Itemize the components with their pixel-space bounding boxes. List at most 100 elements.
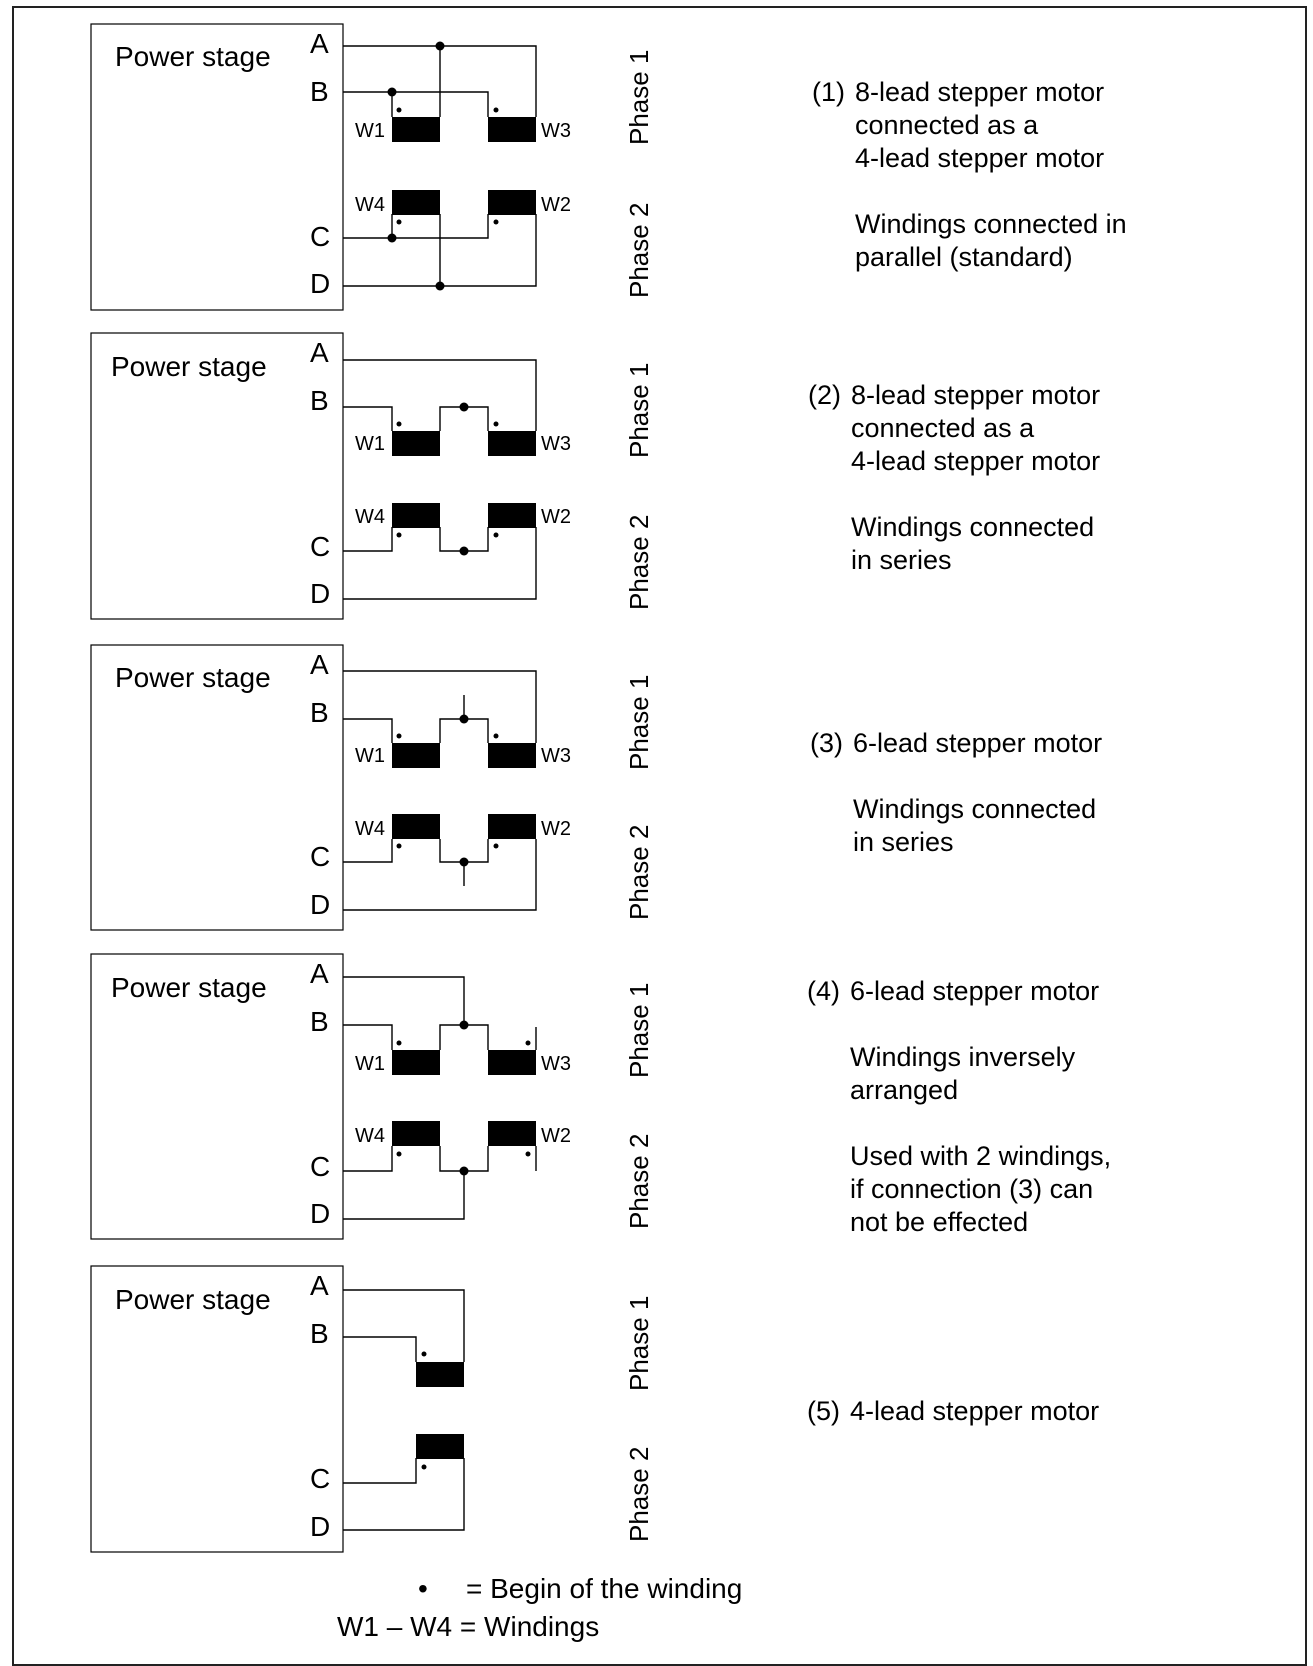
winding-begin-dot — [493, 219, 499, 225]
winding-begin-dot — [396, 107, 402, 113]
connection-number: (3) — [810, 728, 843, 758]
winding-label-w4: W4 — [355, 194, 385, 216]
winding-label-w2: W2 — [541, 818, 571, 840]
winding-begin-dot — [421, 1464, 427, 1470]
terminal-c: C — [310, 531, 330, 562]
terminal-c: C — [310, 841, 330, 872]
power-stage-label: Power stage — [111, 972, 267, 1003]
winding-begin-dot — [396, 733, 402, 739]
winding-begin-dot — [396, 532, 402, 538]
description-line: connected as a — [855, 110, 1039, 140]
terminal-b: B — [310, 1006, 329, 1037]
power-stage-box — [90, 23, 344, 311]
winding-begin-dot — [493, 843, 499, 849]
power-stage-box — [90, 1265, 344, 1553]
winding-begin-dot — [396, 1040, 402, 1046]
power-stage-box — [90, 644, 344, 931]
winding-label-w4: W4 — [355, 506, 385, 528]
legend-dot-symbol: • — [418, 1573, 428, 1604]
wiring — [343, 670, 537, 911]
junction-dot — [459, 546, 469, 556]
junction-dot — [459, 1166, 469, 1176]
winding-phase-1 — [416, 1362, 464, 1387]
winding-w2 — [488, 814, 536, 839]
description-line: 4-lead stepper motor — [855, 143, 1104, 173]
phase-2-label: Phase 2 — [624, 515, 654, 610]
power-stage-box — [90, 332, 344, 620]
terminal-a: A — [310, 958, 329, 989]
phase-1-label: Phase 1 — [624, 675, 654, 770]
wiring — [343, 976, 537, 1220]
winding-w4 — [392, 814, 440, 839]
phase-1-label: Phase 1 — [624, 363, 654, 458]
winding-label-w1: W1 — [355, 120, 385, 142]
winding-label-w2: W2 — [541, 194, 571, 216]
phase-2-label: Phase 2 — [624, 1134, 654, 1229]
junction-dot — [387, 87, 397, 97]
terminal-d: D — [310, 578, 330, 609]
junction-dot — [459, 1020, 469, 1030]
power-stage-label: Power stage — [115, 662, 271, 693]
legend-windings-text: W1 – W4 = Windings — [337, 1611, 599, 1642]
winding-begin-dot — [396, 421, 402, 427]
description: 6-lead stepper motor Windings connected … — [853, 728, 1102, 857]
connection-5: Power stage A B C D Phase 1 Phase 2 (5) … — [90, 1265, 1099, 1553]
description-line: if connection (3) can — [850, 1174, 1093, 1204]
terminal-d: D — [310, 268, 330, 299]
terminal-d: D — [310, 1511, 330, 1542]
connection-3: Power stage A B C D W1 W3 W4 W2 Phase 1 … — [90, 644, 1102, 931]
winding-begin-dot — [421, 1351, 427, 1357]
description-line: 4-lead stepper motor — [851, 446, 1100, 476]
winding-w3 — [488, 431, 536, 456]
winding-label-w3: W3 — [541, 433, 571, 455]
phase-2-label: Phase 2 — [624, 203, 654, 298]
winding-label-w3: W3 — [541, 1053, 571, 1075]
description-line: Windings inversely — [850, 1042, 1076, 1072]
winding-label-w3: W3 — [541, 745, 571, 767]
description-line: 8-lead stepper motor — [851, 380, 1100, 410]
winding-begin-dot — [493, 532, 499, 538]
phase-1-label: Phase 1 — [624, 50, 654, 145]
connection-1: Power stage A B C D W1 W3 W4 W2 Phase 1 … — [90, 23, 1127, 311]
power-stage-box — [90, 953, 344, 1240]
winding-w4 — [392, 503, 440, 528]
winding-w1 — [392, 743, 440, 768]
junction-dot — [435, 281, 445, 291]
terminal-a: A — [310, 337, 329, 368]
junction-dot — [459, 714, 469, 724]
junction-dot — [435, 41, 445, 51]
winding-label-w4: W4 — [355, 818, 385, 840]
connection-number: (4) — [807, 976, 840, 1006]
terminal-b: B — [310, 76, 329, 107]
terminal-a: A — [310, 28, 329, 59]
phase-1-label: Phase 1 — [624, 1296, 654, 1391]
winding-w2 — [488, 1121, 536, 1146]
terminal-a: A — [310, 649, 329, 680]
connection-2: Power stage A B C D W1 W3 W4 W2 Phase 1 … — [90, 332, 1100, 620]
winding-label-w1: W1 — [355, 1053, 385, 1075]
winding-w3 — [488, 117, 536, 142]
winding-label-w2: W2 — [541, 1125, 571, 1147]
junction-dot — [459, 402, 469, 412]
description-line: Used with 2 windings, — [850, 1141, 1111, 1171]
description-line: 6-lead stepper motor — [853, 728, 1102, 758]
description-line: 4-lead stepper motor — [850, 1396, 1099, 1426]
description-line: arranged — [850, 1075, 958, 1105]
winding-begin-dot — [396, 219, 402, 225]
description-line: Windings connected — [851, 512, 1094, 542]
winding-w2 — [488, 503, 536, 528]
phase-2-label: Phase 2 — [624, 1447, 654, 1542]
terminal-b: B — [310, 1318, 329, 1349]
junction-dot — [459, 857, 469, 867]
legend-dot-text: = Begin of the winding — [466, 1573, 742, 1604]
terminal-c: C — [310, 221, 330, 252]
connection-number: (5) — [807, 1396, 840, 1426]
power-stage-label: Power stage — [115, 1284, 271, 1315]
wiring — [343, 45, 537, 287]
terminal-d: D — [310, 889, 330, 920]
terminal-b: B — [310, 385, 329, 416]
description-line: 8-lead stepper motor — [855, 77, 1104, 107]
winding-w4 — [392, 190, 440, 215]
description-line: Windings connected in — [855, 209, 1127, 239]
